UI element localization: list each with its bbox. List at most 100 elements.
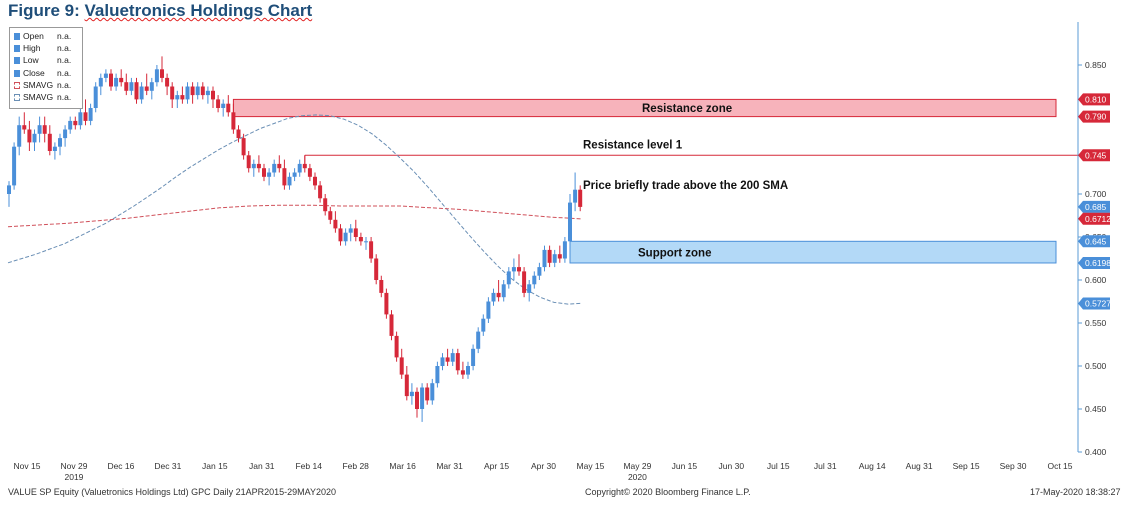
candle-body	[491, 292, 496, 302]
footer-source: VALUE SP Equity (Valuetronics Holdings L…	[8, 487, 336, 497]
candle-body	[313, 176, 317, 186]
price-tag: 0.685	[1078, 200, 1110, 213]
sma-breakout-note: Price briefly trade above the 200 SMA	[583, 180, 788, 192]
candle-body	[460, 370, 465, 375]
candle-body	[73, 120, 78, 126]
candle-body	[511, 267, 516, 272]
candle-body	[37, 125, 42, 134]
x-tick-label: Dec 31	[154, 461, 181, 471]
candle	[78, 108, 83, 130]
candle-body	[277, 163, 282, 169]
candle-body	[200, 86, 205, 96]
legend-item-value: n.a.	[57, 43, 72, 54]
candle	[517, 254, 521, 276]
x-year-label: 2019	[64, 472, 83, 482]
candle	[313, 172, 317, 190]
candle	[98, 73, 103, 96]
candle	[369, 237, 374, 263]
candle-body	[486, 301, 491, 319]
candle	[165, 73, 170, 96]
candle-body	[369, 241, 374, 259]
candle-body	[394, 335, 399, 358]
candle	[58, 133, 62, 156]
candle-body	[63, 129, 68, 139]
candle	[22, 112, 27, 134]
candle-body	[415, 391, 419, 409]
x-year-label: 2020	[628, 472, 647, 482]
candle	[318, 181, 323, 203]
candle	[333, 211, 338, 233]
candle	[466, 361, 470, 379]
candle-body	[165, 77, 170, 87]
support-zone	[569, 240, 1057, 264]
candle	[394, 331, 399, 362]
candle-body	[83, 112, 88, 121]
candle-body	[471, 348, 476, 366]
candle	[139, 82, 144, 104]
candle-body	[205, 90, 210, 96]
x-axis: Nov 15 Nov 29 Dec 16 Dec 31 Jan 15 Jan 31 Feb …	[14, 461, 1073, 482]
x-tick-label: Mar 16	[389, 461, 416, 471]
candle-body	[328, 211, 333, 220]
candle	[37, 116, 42, 143]
candle	[537, 262, 542, 280]
x-tick-label: Apr 30	[531, 461, 556, 471]
x-tick-label: Aug 31	[906, 461, 933, 471]
candle-body	[435, 366, 440, 384]
price-tag-label: 0.6712	[1085, 214, 1111, 224]
legend-swatch	[14, 45, 20, 53]
candle	[328, 206, 333, 225]
candle	[7, 181, 11, 207]
candle-body	[496, 292, 501, 298]
candle	[231, 103, 236, 134]
candle	[532, 271, 537, 289]
legend-item: SMAVG n.a.	[14, 80, 71, 91]
candle	[404, 366, 409, 401]
candle-body	[221, 103, 226, 108]
candle-body	[425, 387, 430, 401]
x-tick-label: Jan 15	[202, 461, 228, 471]
footer-timestamp: 17-May-2020 18:38:27	[1030, 487, 1121, 497]
x-tick-label: Jun 15	[672, 461, 698, 471]
x-tick-label: Jul 15	[767, 461, 790, 471]
candle	[384, 288, 389, 319]
candle	[12, 142, 17, 190]
candle-body	[568, 202, 572, 242]
price-tag-shape	[1078, 149, 1110, 162]
candles-layer	[7, 56, 583, 422]
x-tick-label: Nov 29	[60, 461, 87, 471]
candle	[226, 95, 231, 117]
candle	[307, 163, 312, 182]
candle-body	[455, 353, 460, 371]
candle	[511, 258, 516, 280]
y-tick-label: 0.500	[1085, 361, 1107, 371]
candle	[109, 69, 113, 91]
candle	[440, 353, 445, 371]
candle	[170, 82, 175, 108]
candle-body	[379, 280, 384, 293]
candle-body	[134, 82, 139, 100]
candle-body	[251, 163, 256, 169]
candle-body	[348, 228, 353, 233]
candle	[190, 82, 195, 104]
candle	[338, 224, 343, 246]
candle-body	[481, 318, 486, 332]
candle-body	[180, 95, 185, 100]
candle	[364, 237, 368, 250]
candle	[358, 232, 363, 246]
candle	[297, 159, 302, 177]
price-tag: 0.645	[1078, 235, 1110, 248]
candle-body	[557, 254, 562, 259]
candle	[216, 95, 221, 113]
candle	[73, 116, 78, 130]
candle	[205, 86, 210, 104]
candle	[124, 73, 129, 96]
candle	[450, 348, 455, 366]
y-tick-label: 0.850	[1085, 60, 1107, 70]
candle	[476, 327, 481, 354]
x-tick-label: Apr 15	[484, 461, 509, 471]
candle-body	[358, 237, 363, 242]
legend-item-value: n.a.	[57, 31, 72, 41]
candle-body	[532, 275, 537, 285]
candle	[568, 194, 572, 246]
